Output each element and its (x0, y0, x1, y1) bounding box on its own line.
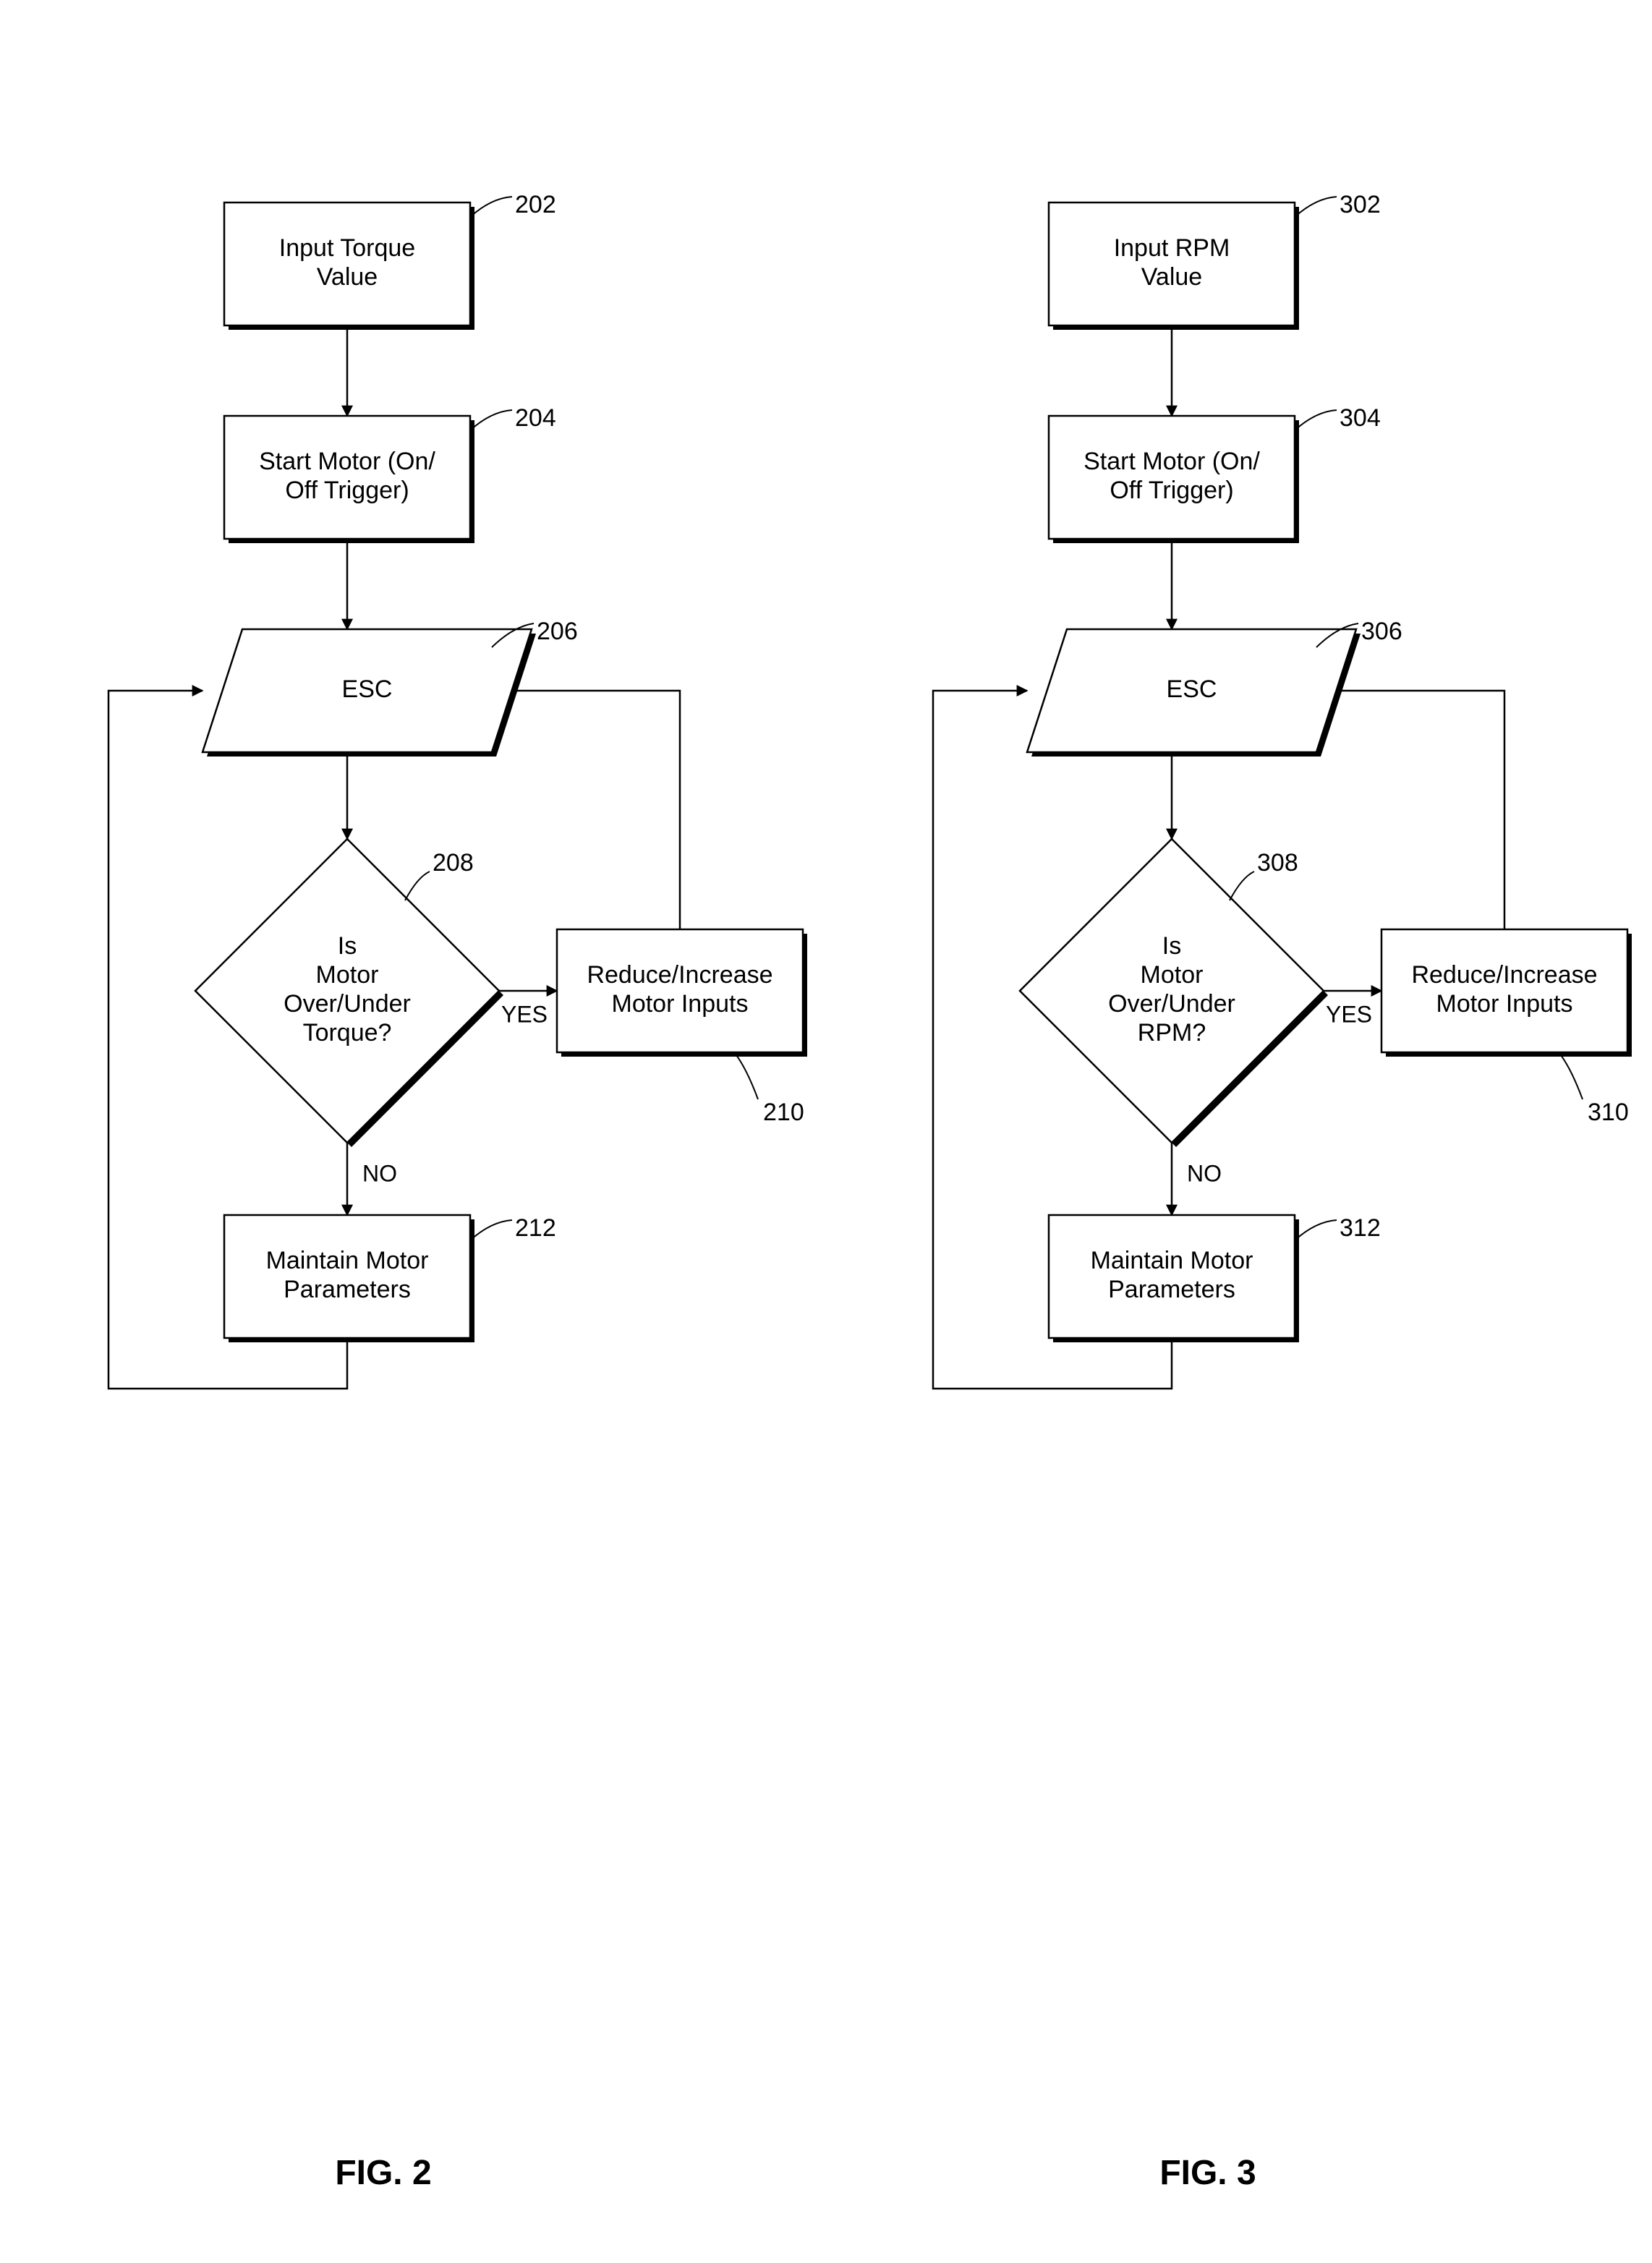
fig2: YES NO Input TorqueValue 202 Start Motor (On… (108, 191, 807, 2192)
svg-text:Input Torque: Input Torque (279, 234, 415, 262)
fig3-start: Start Motor (On/Off Trigger) 304 (1049, 404, 1381, 543)
svg-text:Parameters: Parameters (1108, 1276, 1235, 1303)
fig3-adjust: Reduce/IncreaseMotor Inputs 310 (1381, 929, 1632, 1126)
svg-text:Reduce/Increase: Reduce/Increase (587, 961, 772, 989)
svg-text:Over/Under: Over/Under (284, 990, 411, 1018)
svg-text:Off Trigger): Off Trigger) (1110, 477, 1233, 504)
svg-text:Start Motor (On/: Start Motor (On/ (259, 448, 435, 475)
fig2-adjust: Reduce/IncreaseMotor Inputs 210 (557, 929, 807, 1126)
edge-label: YES (501, 1001, 548, 1027)
fig3-esc: ESC 306 (1027, 618, 1402, 757)
ref-number: 304 (1340, 404, 1381, 432)
svg-text:Input RPM: Input RPM (1114, 234, 1230, 262)
svg-text:Motor: Motor (316, 961, 379, 989)
diagram-root: YESNOInput TorqueValue202Start Motor (On… (0, 0, 1652, 2263)
svg-text:Off Trigger): Off Trigger) (285, 477, 409, 504)
ref-number: 206 (537, 618, 578, 645)
svg-text:Motor: Motor (1141, 961, 1204, 989)
svg-text:Reduce/Increase: Reduce/Increase (1411, 961, 1597, 989)
fig3-input: Input RPMValue 302 (1049, 191, 1381, 330)
svg-text:Start Motor (On/: Start Motor (On/ (1083, 448, 1260, 475)
figure-caption: FIG. 3 (1159, 2154, 1256, 2192)
svg-text:Maintain Motor: Maintain Motor (1091, 1247, 1253, 1274)
svg-text:Motor Inputs: Motor Inputs (612, 990, 749, 1018)
edge-label: NO (1187, 1160, 1222, 1186)
svg-text:Maintain Motor: Maintain Motor (266, 1247, 429, 1274)
svg-text:RPM?: RPM? (1138, 1019, 1206, 1047)
edge-label: NO (362, 1160, 397, 1186)
ref-number: 204 (515, 404, 556, 432)
svg-text:Value: Value (317, 263, 378, 291)
fig3: YES NO Input RPMValue 302 Start Motor (On/Of… (933, 191, 1632, 2192)
ref-number: 312 (1340, 1214, 1381, 1242)
fig3-dec: IsMotorOver/UnderRPM? 308 (1020, 839, 1328, 1147)
ref-number: 308 (1257, 849, 1298, 877)
ref-number: 302 (1340, 191, 1381, 218)
svg-text:Is: Is (1162, 932, 1181, 960)
ref-number: 210 (763, 1099, 804, 1126)
fig3-maint: Maintain MotorParameters 312 (1049, 1214, 1381, 1342)
svg-text:ESC: ESC (342, 676, 393, 703)
svg-text:Torque?: Torque? (303, 1019, 392, 1047)
figure-caption: FIG. 2 (335, 2154, 431, 2192)
fig2-maint: Maintain MotorParameters 212 (224, 1214, 556, 1342)
ref-number: 212 (515, 1214, 556, 1242)
svg-text:Value: Value (1141, 263, 1202, 291)
svg-text:Is: Is (338, 932, 357, 960)
svg-text:Parameters: Parameters (284, 1276, 411, 1303)
edge-label: YES (1326, 1001, 1372, 1027)
svg-text:Over/Under: Over/Under (1108, 990, 1235, 1018)
ref-number: 202 (515, 191, 556, 218)
fig2-input: Input TorqueValue 202 (224, 191, 556, 330)
svg-text:Motor Inputs: Motor Inputs (1436, 990, 1573, 1018)
fig2-dec: IsMotorOver/UnderTorque? 208 (195, 839, 503, 1147)
fig2-esc: ESC 206 (203, 618, 578, 757)
ref-number: 306 (1361, 618, 1402, 645)
svg-text:ESC: ESC (1167, 676, 1217, 703)
ref-number: 208 (433, 849, 474, 877)
fig2-start: Start Motor (On/Off Trigger) 204 (224, 404, 556, 543)
ref-number: 310 (1588, 1099, 1629, 1126)
